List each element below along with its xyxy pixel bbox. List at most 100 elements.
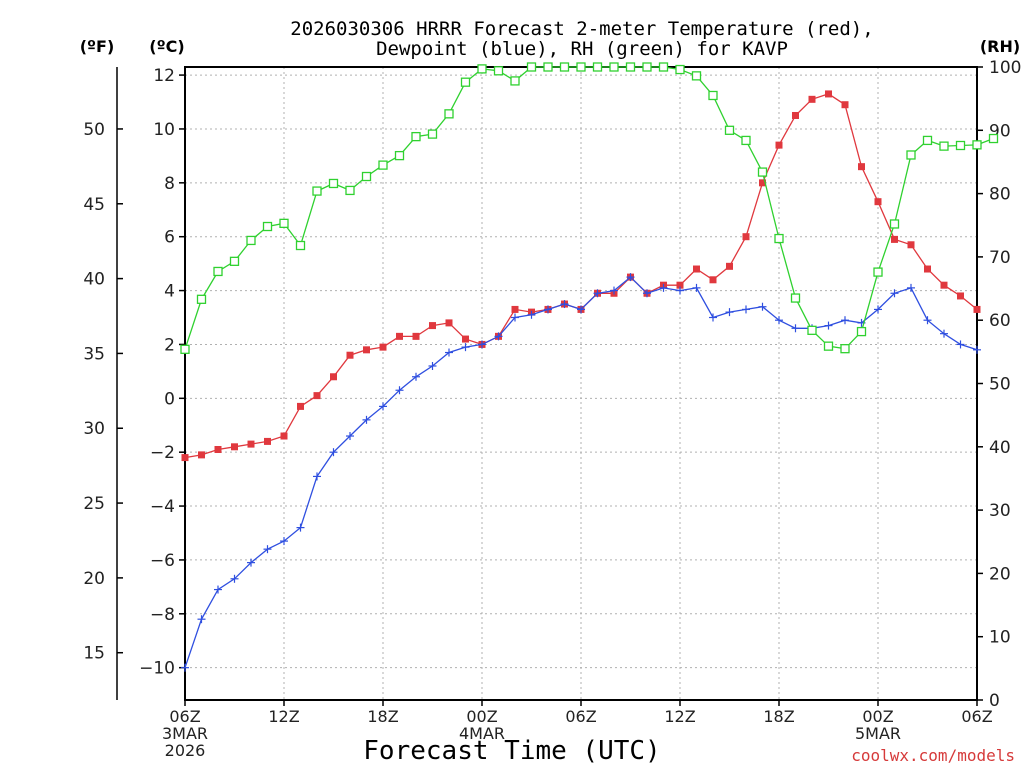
celsius-tick-label: 8 xyxy=(164,174,175,194)
rh-point xyxy=(493,66,504,76)
rh-tick-label: 50 xyxy=(989,375,1011,395)
rh-point xyxy=(427,129,438,139)
dewpoint-point xyxy=(626,273,635,282)
rh-point xyxy=(559,62,570,72)
rh-point xyxy=(411,131,421,142)
series-line-rh xyxy=(184,66,994,350)
rh-point xyxy=(642,62,652,72)
grid-lines xyxy=(185,67,977,700)
celsius-tick-label: 2 xyxy=(164,335,175,355)
dewpoint-point xyxy=(577,305,585,314)
celsius-tick-label: −8 xyxy=(150,605,175,625)
dewpoint-point xyxy=(412,372,420,381)
rh-point xyxy=(279,218,289,229)
rh-point xyxy=(378,160,388,170)
rh-point xyxy=(873,267,883,277)
chart-title-line-1: 2026030306 HRRR Forecast 2-meter Tempera… xyxy=(290,18,873,40)
dewpoint-point xyxy=(511,313,519,322)
temperature-point xyxy=(445,319,453,327)
rh-point xyxy=(361,171,372,182)
x-tick-label: 06Z xyxy=(565,707,596,726)
temperature-point xyxy=(907,241,915,249)
celsius-tick-label: −2 xyxy=(150,443,175,463)
dewpoint-point xyxy=(775,316,783,325)
rh-tick-label: 40 xyxy=(989,438,1011,458)
dewpoint-point xyxy=(709,313,717,322)
dewpoint-point xyxy=(956,340,965,349)
temperature-point xyxy=(792,111,799,119)
rh-tick-label: 10 xyxy=(989,628,1011,648)
x-tick-label: 06Z xyxy=(961,707,992,726)
temperature-point xyxy=(280,432,288,440)
rh-point xyxy=(741,135,751,146)
temperature-point xyxy=(742,233,750,241)
celsius-tick-label: −4 xyxy=(150,497,175,517)
dewpoint-point xyxy=(247,558,255,567)
dewpoint-point xyxy=(263,545,272,554)
x-tick-label: 18Z xyxy=(763,707,794,726)
dewpoint-point xyxy=(841,316,849,325)
temperature-point xyxy=(264,437,271,445)
rh-point xyxy=(526,62,537,72)
x-tick-label: 12Z xyxy=(664,707,695,726)
celsius-tick-label: −6 xyxy=(150,551,175,571)
temperature-point xyxy=(759,179,766,187)
dewpoint-point xyxy=(445,348,453,357)
rh-point xyxy=(955,140,966,151)
chart-title-line-2: Dewpoint (blue), RH (green) for KAVP xyxy=(376,38,788,60)
celsius-tick-label: 0 xyxy=(164,389,175,409)
dewpoint-point xyxy=(428,361,437,370)
dewpoint-point xyxy=(692,283,701,292)
celsius-tick-label: 10 xyxy=(153,120,175,140)
plot-series xyxy=(180,62,999,672)
dewpoint-point xyxy=(296,523,305,532)
temperature-point xyxy=(462,335,469,343)
temperature-point xyxy=(726,262,733,270)
fahrenheit-tick-label: 30 xyxy=(83,419,105,439)
dewpoint-point xyxy=(230,574,239,583)
temperature-point xyxy=(973,305,981,313)
rh-point xyxy=(807,325,817,335)
rh-point xyxy=(724,125,735,135)
rh-tick-label: 70 xyxy=(989,248,1011,268)
temperature-point xyxy=(891,235,898,243)
rh-point xyxy=(840,344,850,354)
fahrenheit-tick-label: 40 xyxy=(83,270,105,290)
celsius-tick-label: −10 xyxy=(139,659,175,679)
dewpoint-point xyxy=(593,289,602,298)
temperature-point xyxy=(858,163,865,171)
rh-point xyxy=(691,71,702,81)
rh-point xyxy=(229,256,240,266)
rh-tick-label: 80 xyxy=(989,185,1011,205)
dewpoint-point xyxy=(890,289,899,298)
dewpoint-point xyxy=(758,302,767,311)
dewpoint-point xyxy=(923,316,932,325)
temperature-point xyxy=(396,332,403,340)
temperature-point xyxy=(247,440,255,448)
rh-point xyxy=(906,150,916,160)
temperature-point xyxy=(511,305,519,313)
source-credit: coolwx.com/models xyxy=(851,746,1015,765)
dewpoint-point xyxy=(181,663,189,672)
fahrenheit-tick-label: 45 xyxy=(83,195,105,215)
rh-point xyxy=(345,185,355,196)
dewpoint-point xyxy=(313,472,321,481)
dewpoint-point xyxy=(329,448,338,457)
fahrenheit-tick-label: 25 xyxy=(83,494,105,514)
temperature-point xyxy=(693,265,700,273)
celsius-tick-label: 12 xyxy=(153,66,175,86)
temperature-point xyxy=(924,265,931,273)
rh-tick-label: 60 xyxy=(989,311,1011,331)
temperature-point xyxy=(346,351,354,359)
celsius-tick-label: 4 xyxy=(164,282,175,302)
rh-point xyxy=(658,62,669,72)
dewpoint-point xyxy=(659,283,668,292)
dewpoint-point xyxy=(214,585,222,594)
dewpoint-point xyxy=(197,615,206,624)
x-tick-label: 12Z xyxy=(268,707,299,726)
rh-point xyxy=(757,167,768,177)
fahrenheit-tick-label: 15 xyxy=(83,644,105,664)
rh-point xyxy=(592,62,603,72)
rh-point xyxy=(856,326,867,337)
